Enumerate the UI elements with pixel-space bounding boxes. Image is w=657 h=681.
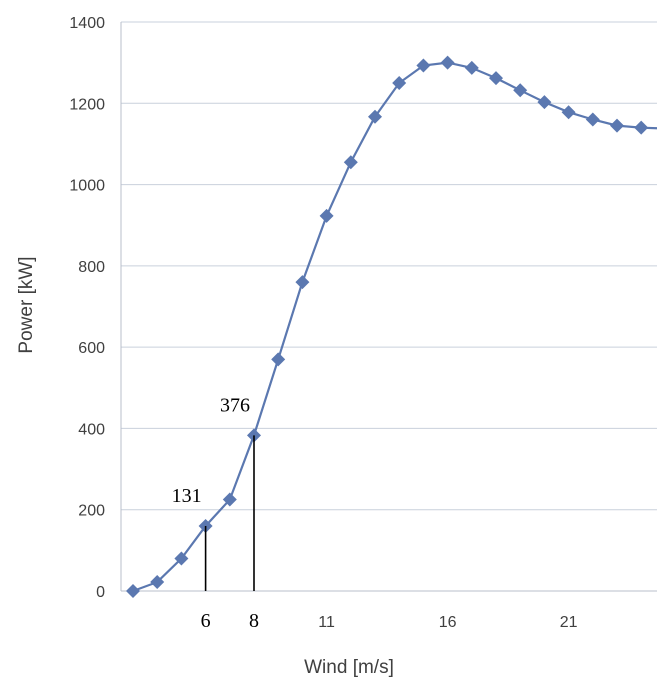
data-point-14 bbox=[392, 75, 407, 90]
y-tick-label-1000: 1000 bbox=[69, 178, 105, 195]
series-layer bbox=[126, 55, 657, 598]
marker-value-label-6: 131 bbox=[172, 485, 202, 507]
data-point-15 bbox=[416, 58, 431, 73]
data-point-7 bbox=[222, 492, 237, 507]
y-tick-label-800: 800 bbox=[78, 259, 105, 276]
y-tick-label-1400: 1400 bbox=[69, 15, 105, 32]
data-point-22 bbox=[585, 112, 600, 127]
data-point-21 bbox=[561, 105, 576, 120]
data-point-16 bbox=[440, 55, 455, 70]
y-axis-title: Power [kW] bbox=[16, 256, 37, 353]
x-tick-label-16: 16 bbox=[439, 614, 457, 631]
y-tick-label-400: 400 bbox=[78, 421, 105, 438]
data-point-3 bbox=[126, 584, 140, 598]
marker-tick-label-6: 6 bbox=[201, 610, 211, 632]
data-point-10 bbox=[295, 275, 310, 290]
data-point-4 bbox=[150, 575, 165, 590]
x-tick-label-11: 11 bbox=[318, 614, 335, 631]
y-tick-label-1200: 1200 bbox=[69, 96, 105, 113]
data-point-17 bbox=[464, 60, 479, 75]
data-point-12 bbox=[343, 155, 358, 170]
marker-value-label-8: 376 bbox=[220, 394, 250, 416]
y-tick-labels: 0 200 400 600 800 1000 1200 1400 bbox=[69, 15, 105, 601]
series-line-0 bbox=[132, 61, 657, 593]
data-point-18 bbox=[489, 71, 503, 86]
annotation-layer: 6 131 8 376 bbox=[172, 394, 259, 632]
data-point-19 bbox=[513, 83, 528, 98]
data-point-23 bbox=[610, 118, 624, 133]
data-point-5 bbox=[174, 551, 189, 566]
y-tick-label-200: 200 bbox=[78, 503, 105, 520]
y-tick-label-0: 0 bbox=[96, 584, 105, 601]
x-tick-labels: 11 16 21 bbox=[318, 614, 577, 631]
x-axis-title: Wind [m/s] bbox=[304, 657, 394, 678]
data-point-24 bbox=[634, 120, 649, 135]
data-point-20 bbox=[537, 95, 552, 110]
data-point-9 bbox=[271, 352, 286, 367]
y-tick-label-600: 600 bbox=[78, 340, 105, 357]
x-tick-label-21: 21 bbox=[560, 614, 578, 631]
data-point-11 bbox=[319, 208, 334, 223]
marker-tick-label-8: 8 bbox=[249, 610, 259, 632]
grid-lines bbox=[121, 21, 657, 592]
data-point-13 bbox=[368, 109, 382, 124]
